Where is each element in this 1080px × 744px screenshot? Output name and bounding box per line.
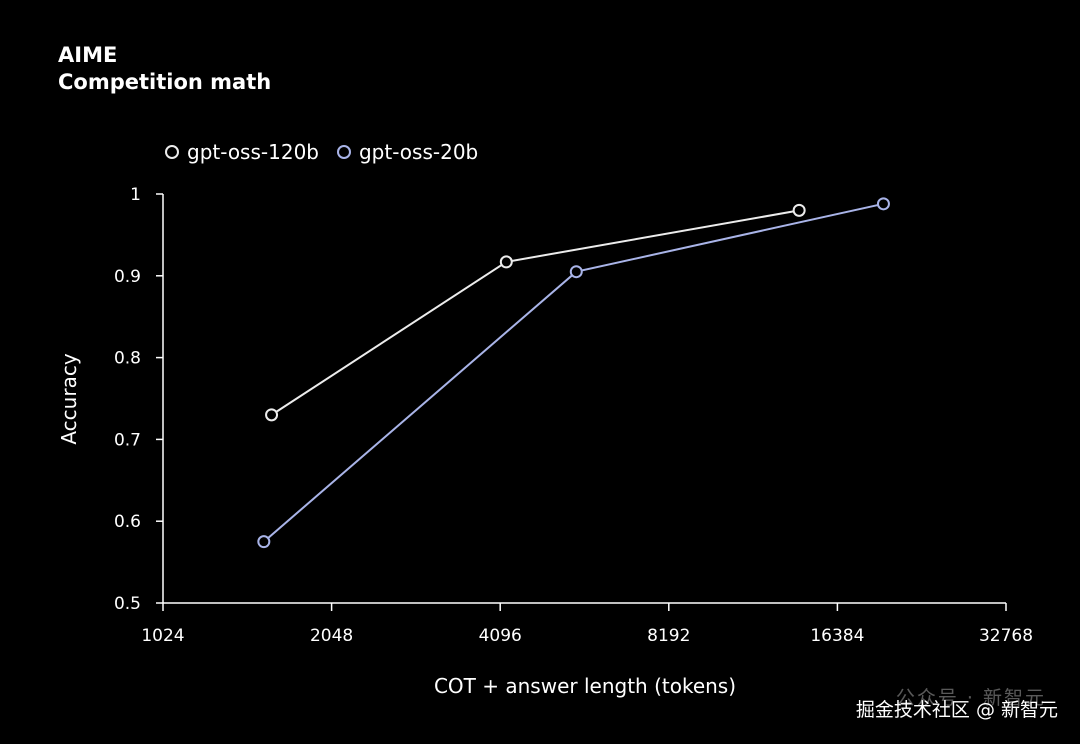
series-1-point-0 bbox=[257, 535, 271, 549]
chart-subtitle: Competition math bbox=[58, 70, 272, 94]
y-tick-label: 0.7 bbox=[114, 430, 141, 450]
legend-item-series-1: gpt-oss-20b bbox=[336, 140, 479, 164]
legend-marker-series-0 bbox=[165, 145, 179, 159]
x-axis-label: COT + answer length (tokens) bbox=[434, 674, 736, 698]
series-1-point-2 bbox=[876, 197, 890, 211]
x-tick-label: 8192 bbox=[647, 626, 690, 646]
series-line-0 bbox=[271, 209, 800, 416]
series-0-point-2 bbox=[792, 203, 806, 217]
x-tick-label: 32768 bbox=[979, 626, 1033, 646]
x-tick-label: 1024 bbox=[141, 626, 184, 646]
y-tick-label: 0.6 bbox=[114, 512, 141, 532]
series-1-point-1 bbox=[569, 265, 583, 279]
watermark-ghost: 公众号 · 新智元 bbox=[895, 687, 1046, 709]
chart-title: AIME bbox=[58, 43, 118, 67]
chart-axes: 0.5 0.6 0.7 0.8 0.9 1 1024 2048 4096 8192 16384 327… bbox=[114, 185, 1033, 646]
y-tick-label: 0.8 bbox=[114, 349, 141, 369]
chart-series-layer bbox=[257, 197, 890, 549]
x-tick-label: 16384 bbox=[810, 626, 864, 646]
legend-label-series-1: gpt-oss-20b bbox=[358, 140, 479, 164]
x-tick-label: 2048 bbox=[310, 626, 353, 646]
y-axis-label: Accuracy bbox=[57, 353, 81, 444]
legend-item-series-0: gpt-oss-120b bbox=[165, 140, 319, 164]
y-tick-label: 0.9 bbox=[114, 267, 141, 287]
y-tick-label: 1 bbox=[130, 185, 141, 205]
series-0-point-0 bbox=[265, 408, 279, 422]
series-line-1 bbox=[263, 202, 884, 543]
watermark: 掘金技术社区 @ 新智元 bbox=[856, 695, 1058, 722]
legend-marker-series-1 bbox=[336, 145, 351, 159]
chart-legend: gpt-oss-120b gpt-oss-20b bbox=[165, 140, 496, 164]
x-tick-label: 4096 bbox=[479, 626, 522, 646]
chart-title-block: AIME Competition math bbox=[58, 42, 271, 96]
watermark-text: 掘金技术社区 @ 新智元 bbox=[855, 699, 1058, 721]
legend-label-series-0: gpt-oss-120b bbox=[187, 140, 319, 164]
y-tick-label: 0.5 bbox=[114, 594, 141, 614]
series-0-point-1 bbox=[499, 255, 513, 269]
